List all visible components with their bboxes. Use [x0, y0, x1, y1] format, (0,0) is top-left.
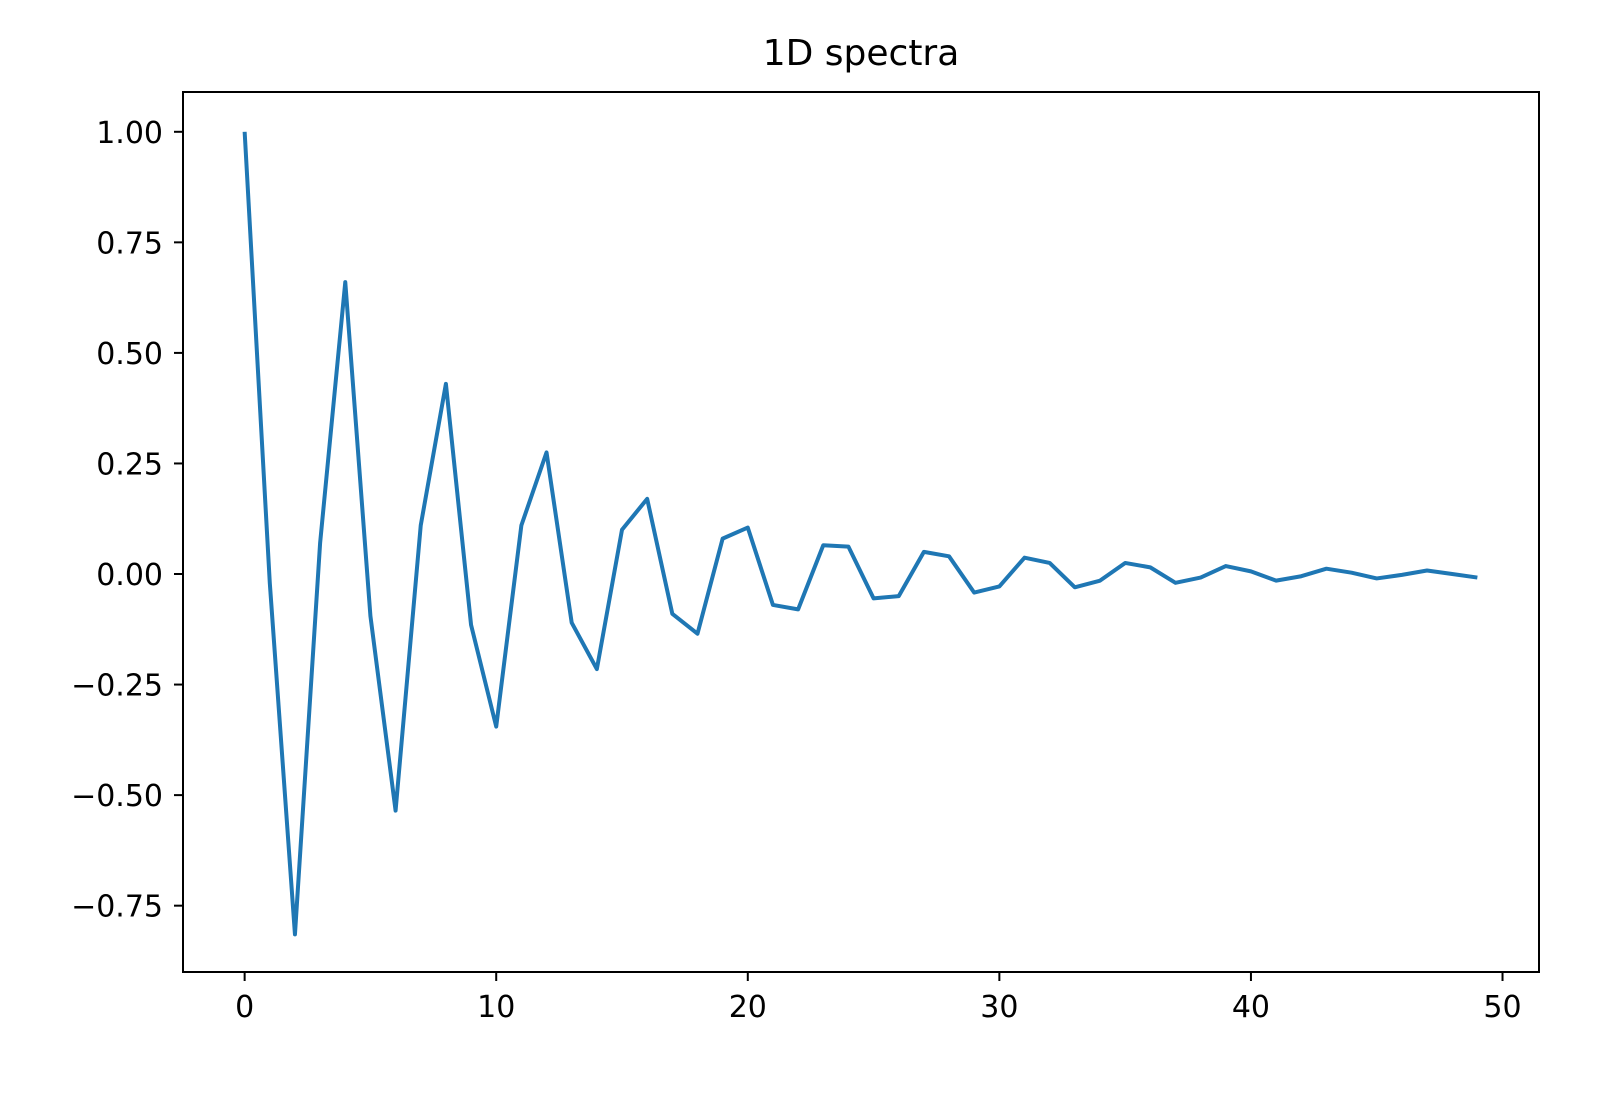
series-line — [242, 131, 1478, 937]
y-tick-label: 0.25 — [96, 447, 163, 482]
y-axis: 1.00 0.75 0.50 0.25 0.00 −0.25 −0.50 −0.75 — [71, 116, 183, 925]
x-tick-label: 10 — [477, 990, 515, 1025]
x-tick-label: 0 — [235, 990, 254, 1025]
y-tick-label: −0.25 — [71, 669, 163, 704]
x-tick-label: 40 — [1232, 990, 1270, 1025]
y-tick-label: 0.00 — [96, 558, 163, 593]
plot-area — [242, 131, 1478, 937]
x-tick-label: 20 — [729, 990, 767, 1025]
y-tick-label: 1.00 — [96, 116, 163, 151]
y-tick-label: 0.50 — [96, 337, 163, 372]
x-axis: 0 10 20 30 40 50 — [235, 972, 1522, 1025]
x-tick-label: 30 — [980, 990, 1018, 1025]
x-tick-label: 50 — [1483, 990, 1521, 1025]
y-tick-label: −0.50 — [71, 779, 163, 814]
chart-title: 1D spectra — [763, 33, 960, 74]
y-tick-label: 0.75 — [96, 226, 163, 261]
axes-frame — [182, 91, 1540, 973]
y-tick-label: −0.75 — [71, 890, 163, 925]
